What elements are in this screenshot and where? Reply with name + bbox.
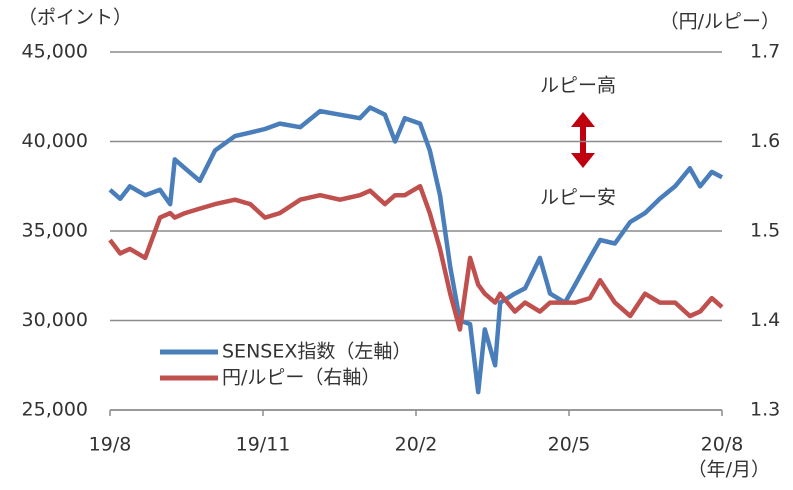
arrow — [571, 112, 595, 168]
x-tick-label: 20/2 — [395, 434, 438, 456]
y-tick-label: 25,000 — [22, 399, 88, 421]
line-series — [108, 183, 724, 332]
legend-label: 円/ルピー（右軸） — [222, 367, 380, 389]
x-tick-label: 20/8 — [701, 434, 744, 456]
y-tick-label: 45,000 — [22, 41, 88, 63]
y2-tick-label: 1.5 — [750, 220, 780, 242]
y2-tick-label: 1.7 — [750, 41, 780, 63]
x-tick-label: 19/8 — [89, 434, 132, 456]
y2-tick-label: 1.3 — [750, 399, 780, 421]
x-tick-label: 19/11 — [236, 434, 291, 456]
annotation: ルピー安 — [540, 187, 616, 209]
y-axis-label: （ポイント） — [18, 7, 132, 29]
y2-tick-label: 1.6 — [750, 130, 780, 152]
x-axis-label: （年/月） — [688, 459, 770, 481]
annotation: ルピー高 — [540, 75, 616, 97]
y2-axis-label: （円/ルピー） — [660, 11, 780, 33]
x-tick-label: 20/5 — [548, 434, 591, 456]
legend-label: SENSEX指数（左軸） — [222, 341, 411, 363]
line-series — [108, 105, 724, 395]
y2-tick-label: 1.4 — [750, 309, 780, 331]
y-tick-label: 35,000 — [22, 220, 88, 242]
y-tick-label: 30,000 — [22, 309, 88, 331]
y-tick-label: 40,000 — [22, 130, 88, 152]
